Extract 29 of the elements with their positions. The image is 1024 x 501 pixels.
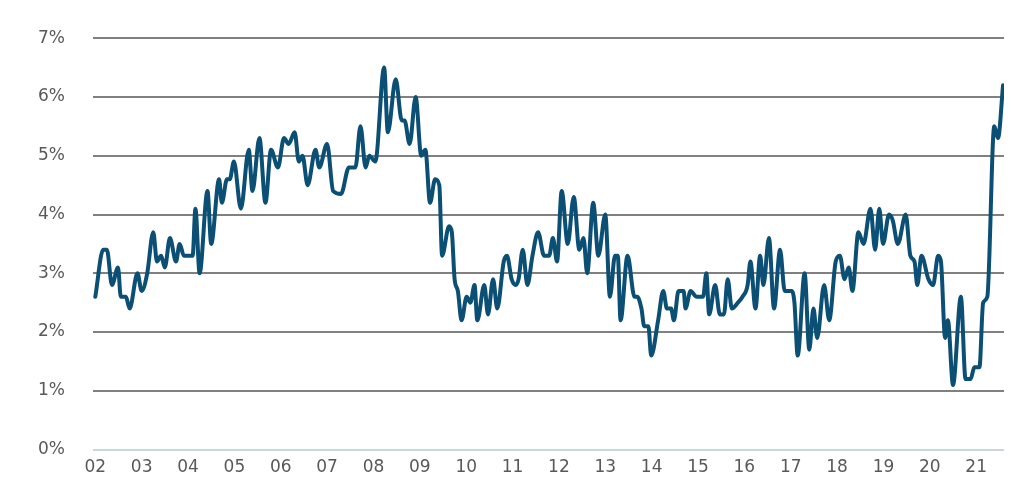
x-tick-label: 12 <box>548 456 570 477</box>
y-tick-label: 1% <box>37 379 65 400</box>
y-tick-label: 7% <box>37 26 65 47</box>
x-tick-label: 05 <box>223 456 246 477</box>
x-tick-label: 18 <box>826 456 848 477</box>
x-tick-label: 06 <box>269 456 292 477</box>
y-tick-label: 5% <box>37 144 65 165</box>
x-tick-label: 09 <box>409 456 431 477</box>
x-tick-label: 16 <box>733 456 756 477</box>
x-tick-label: 11 <box>501 456 524 477</box>
x-tick-label: 17 <box>779 456 802 477</box>
x-tick-label: 04 <box>177 456 199 477</box>
x-tick-label: 02 <box>84 456 107 477</box>
y-tick-label: 4% <box>37 202 65 223</box>
line-series <box>93 65 1004 387</box>
x-tick-label: 21 <box>965 456 987 477</box>
x-tick-label: 19 <box>872 456 895 477</box>
y-tick-label: 3% <box>37 261 65 282</box>
y-tick-label: 2% <box>37 320 65 341</box>
x-tick-label: 10 <box>455 456 478 477</box>
x-tick-label: 20 <box>919 456 941 477</box>
x-tick-label: 14 <box>640 456 663 477</box>
x-tick-label: 08 <box>362 456 385 477</box>
y-tick-label: 0% <box>37 438 65 459</box>
x-tick-label: 13 <box>594 456 617 477</box>
x-tick-label: 03 <box>130 456 153 477</box>
x-tick-label: 15 <box>687 456 709 477</box>
y-tick-label: 6% <box>37 85 65 106</box>
x-tick-label: 07 <box>316 456 338 477</box>
